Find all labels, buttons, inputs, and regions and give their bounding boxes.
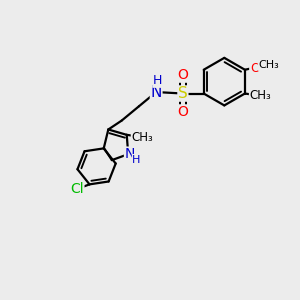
Text: H: H: [132, 154, 141, 164]
Text: O: O: [250, 62, 260, 75]
Text: H: H: [153, 74, 162, 87]
Text: N: N: [151, 85, 162, 100]
Text: Cl: Cl: [70, 182, 84, 196]
Text: S: S: [178, 86, 188, 101]
Text: N: N: [124, 147, 135, 161]
Text: O: O: [178, 68, 188, 82]
Text: CH₃: CH₃: [131, 131, 153, 144]
Text: CH₃: CH₃: [250, 89, 271, 102]
Text: CH₃: CH₃: [258, 60, 279, 70]
Text: O: O: [178, 105, 188, 119]
